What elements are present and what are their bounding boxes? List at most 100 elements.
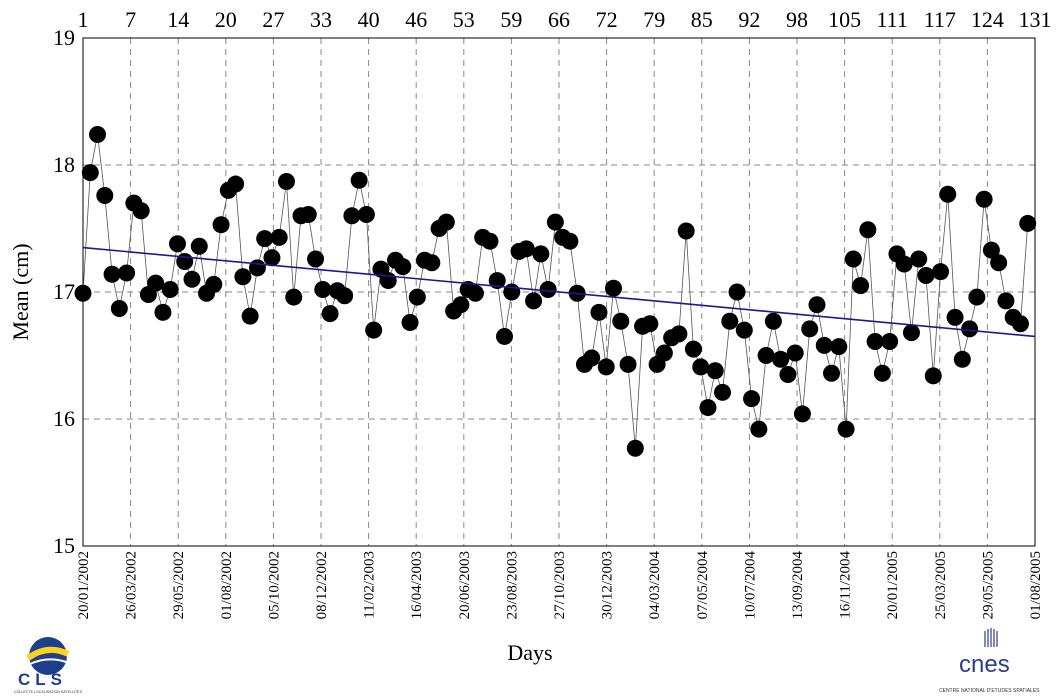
- data-point: [263, 249, 281, 267]
- top-tick-label: 46: [405, 7, 427, 32]
- data-point: [975, 190, 993, 208]
- data-point: [902, 324, 920, 342]
- data-point: [910, 250, 928, 268]
- data-point: [81, 164, 99, 182]
- data-point: [118, 264, 136, 282]
- top-tick-label: 14: [167, 7, 189, 32]
- data-point: [190, 237, 208, 255]
- cls-logo-text: CLS: [18, 670, 67, 689]
- data-point: [714, 383, 732, 401]
- y-tick-label: 18: [53, 152, 75, 177]
- data-point: [437, 213, 455, 231]
- y-axis-label: Mean (cm): [8, 243, 33, 340]
- data-point: [379, 272, 397, 290]
- y-ticks: 15 16 17 18 19: [53, 25, 75, 558]
- top-tick-label: 7: [125, 7, 136, 32]
- cls-logo-subtext: COLLECTE LOCALISATION SATELLITES: [14, 690, 83, 694]
- date-tick-label: 23/08/2003: [504, 551, 520, 619]
- data-point: [946, 308, 964, 326]
- data-point: [110, 300, 128, 318]
- top-tick-label: 111: [877, 7, 908, 32]
- y-tick-label: 17: [53, 279, 75, 304]
- data-point: [212, 216, 230, 234]
- data-point: [183, 270, 201, 288]
- data-point: [772, 350, 790, 368]
- date-tick-label: 11/02/2003: [362, 551, 378, 619]
- top-tick-label: 53: [453, 7, 475, 32]
- data-point: [743, 390, 761, 408]
- top-tick-label: 92: [738, 7, 760, 32]
- date-tick-label: 29/05/2002: [171, 551, 187, 619]
- top-tick-label: 66: [548, 7, 570, 32]
- date-tick-label: 10/07/2004: [742, 551, 758, 620]
- data-point: [1019, 214, 1037, 232]
- data-point: [539, 280, 557, 298]
- data-point: [997, 292, 1015, 310]
- data-point: [728, 283, 746, 301]
- data-point: [517, 240, 535, 258]
- data-point: [873, 364, 891, 382]
- cnes-logo: cnes CENTRE NATIONAL D'ETUDES SPATIALES: [939, 628, 1040, 694]
- date-tick-label: 30/12/2003: [600, 551, 616, 619]
- data-point: [830, 338, 848, 356]
- top-tick-label: 27: [262, 7, 284, 32]
- data-point: [895, 255, 913, 273]
- data-point: [779, 366, 797, 384]
- data-point: [932, 263, 950, 281]
- data-point: [343, 207, 361, 225]
- data-point: [670, 325, 688, 343]
- data-point: [256, 230, 274, 248]
- top-ticks: 1 7 14 20 27 33 40 46 53 59 66 72 79 85 92 98 105 111 117 1…: [78, 7, 1052, 32]
- data-point: [844, 250, 862, 268]
- data-point: [881, 333, 899, 351]
- data-point: [961, 320, 979, 338]
- date-tick-label: 04/03/2004: [647, 551, 663, 620]
- x-axis-label: Days: [507, 640, 552, 665]
- top-tick-label: 105: [828, 7, 861, 32]
- data-point: [154, 303, 172, 321]
- data-point: [852, 277, 870, 295]
- data-point: [495, 327, 513, 345]
- data-point: [205, 275, 223, 293]
- data-point: [103, 265, 121, 283]
- cnes-logo-subtext: CENTRE NATIONAL D'ETUDES SPATIALES: [939, 688, 1040, 694]
- data-point: [350, 171, 368, 189]
- data-point: [968, 288, 986, 306]
- data-point: [336, 287, 354, 305]
- data-point: [96, 186, 114, 204]
- data-point: [314, 280, 332, 298]
- data-point: [307, 250, 325, 268]
- top-tick-label: 79: [643, 7, 665, 32]
- date-tick-label: 29/05/2005: [980, 551, 996, 619]
- data-point: [953, 350, 971, 368]
- cnes-logo-text: cnes: [959, 651, 1010, 678]
- data-point: [917, 266, 935, 284]
- data-point: [481, 232, 499, 250]
- data-point: [285, 288, 303, 306]
- data-point: [452, 296, 470, 314]
- data-point: [786, 344, 804, 362]
- data-point: [721, 312, 739, 330]
- data-point: [764, 312, 782, 330]
- data-point: [750, 420, 768, 438]
- data-point: [321, 305, 339, 323]
- date-tick-label: 01/08/2002: [219, 551, 235, 619]
- data-point: [823, 364, 841, 382]
- top-tick-label: 72: [596, 7, 618, 32]
- data-point: [408, 288, 426, 306]
- y-tick-label: 15: [53, 533, 75, 558]
- data-point: [706, 362, 724, 380]
- top-tick-label: 33: [310, 7, 332, 32]
- data-point: [735, 321, 753, 339]
- grid: [83, 38, 1035, 546]
- data-point: [612, 312, 630, 330]
- data-point: [801, 320, 819, 338]
- data-point: [815, 336, 833, 354]
- y-tick-label: 19: [53, 25, 75, 50]
- data-point: [597, 358, 615, 376]
- data-point: [990, 254, 1008, 272]
- data-point: [546, 213, 564, 231]
- top-tick-label: 85: [691, 7, 713, 32]
- data-point: [655, 344, 673, 362]
